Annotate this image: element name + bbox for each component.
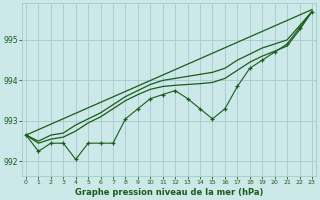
X-axis label: Graphe pression niveau de la mer (hPa): Graphe pression niveau de la mer (hPa) [75, 188, 263, 197]
